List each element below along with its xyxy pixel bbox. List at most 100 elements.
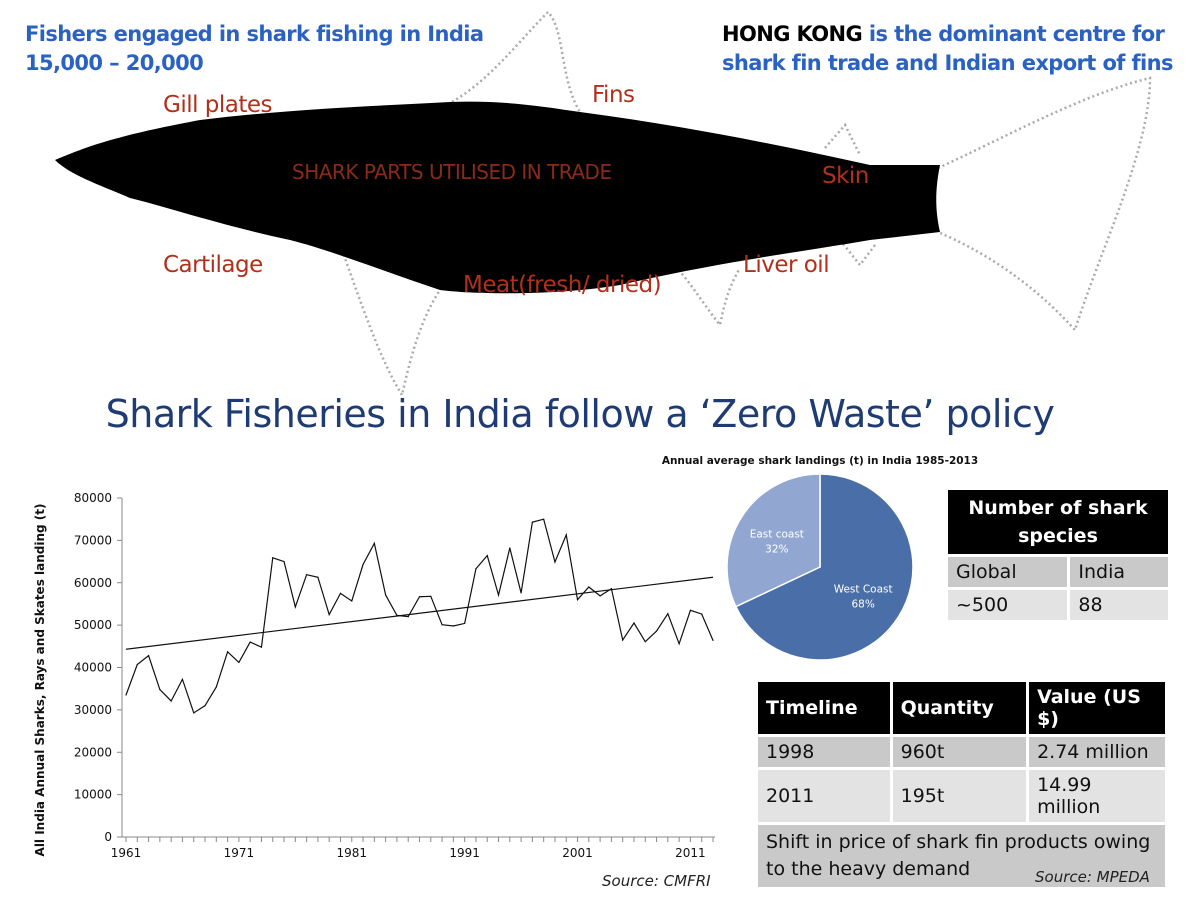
hong-kong-line2: shark fin trade and Indian export of fin…: [722, 51, 1174, 75]
data-point: [373, 542, 375, 544]
x-tick-label: 1981: [336, 846, 367, 860]
data-point: [701, 613, 703, 615]
data-point: [667, 613, 669, 615]
cmfri-source: Source: CMFRI: [602, 872, 711, 890]
y-tick-label: 20000: [74, 745, 112, 759]
part-cartilage: Cartilage: [163, 252, 263, 278]
data-point: [509, 547, 511, 549]
x-tick-label: 2011: [675, 846, 706, 860]
data-point: [633, 622, 635, 624]
pie-percent: 68%: [852, 598, 875, 610]
data-point: [655, 630, 658, 632]
cell-year: 1998: [758, 737, 890, 767]
y-tick-label: 30000: [74, 703, 112, 717]
col-value: Value (US $): [1029, 682, 1165, 734]
species-header: Number of shark species: [948, 490, 1168, 554]
data-point: [362, 563, 364, 566]
fishers-count: 15,000 – 20,000: [25, 51, 204, 75]
data-point: [294, 606, 296, 608]
data-point: [565, 534, 567, 536]
data-point: [418, 596, 421, 598]
cell-year: 2011: [758, 770, 890, 822]
dorsal-fin-outline: [451, 10, 582, 113]
landings-series-line: [125, 518, 714, 714]
y-tick-label: 40000: [74, 661, 112, 675]
data-point: [407, 616, 409, 618]
data-point: [385, 594, 387, 596]
landings-pie-chart: West Coast 68% East coast 32%: [726, 473, 914, 661]
pie-label: West Coast: [834, 583, 893, 595]
species-col-india: India: [1070, 557, 1168, 587]
y-tick-label: 70000: [74, 533, 112, 547]
col-quantity: Quantity: [892, 682, 1027, 734]
data-point: [226, 651, 229, 653]
data-point: [475, 568, 477, 570]
y-tick-label: 60000: [74, 576, 112, 590]
table-row: 2011 195t 14.99 million: [758, 770, 1165, 822]
part-meat: Meat(fresh/ dried): [463, 272, 662, 298]
hong-kong-line1: is the dominant centre for: [862, 22, 1165, 46]
y-axis-label: All India Annual Sharks, Rays and Skates…: [33, 504, 47, 857]
shark-parts-title: SHARK PARTS UTILISED IN TRADE: [292, 160, 612, 184]
data-point: [181, 678, 184, 680]
data-point: [441, 624, 443, 626]
data-point: [464, 622, 466, 625]
data-point: [170, 700, 172, 702]
hong-kong-text: HONG KONG is the dominant centre for sha…: [722, 20, 1174, 78]
y-tick-label: 0: [104, 830, 112, 844]
data-point: [712, 639, 714, 641]
data-point: [452, 625, 454, 627]
mpeda-source: Source: MPEDA: [1035, 868, 1150, 886]
species-global-value: ~500: [948, 590, 1068, 620]
data-point: [554, 561, 556, 563]
data-point: [159, 688, 161, 691]
data-point: [520, 592, 522, 594]
data-point: [238, 661, 240, 664]
species-col-global: Global: [948, 557, 1068, 587]
page-heading: Shark Fisheries in India follow a ‘Zero …: [105, 392, 1055, 436]
data-point: [689, 609, 692, 611]
data-point: [215, 686, 217, 688]
y-tick-label: 80000: [74, 491, 112, 505]
trade-note: Shift in price of shark fin products owi…: [758, 825, 1165, 887]
table-row: 1998 960t 2.74 million: [758, 737, 1165, 767]
data-point: [497, 594, 500, 596]
trade-table: Timeline Quantity Value (US $) 1998 960t…: [755, 679, 1168, 890]
trend-line: [125, 576, 714, 650]
data-point: [272, 557, 274, 559]
tail-fin-outline: [937, 76, 1152, 333]
pie-slice-west-coast: [734, 473, 914, 661]
pie-slice-east-coast: [726, 473, 821, 608]
data-point: [283, 560, 285, 563]
data-point: [622, 639, 624, 641]
part-liver-oil: Liver oil: [743, 252, 830, 278]
data-point: [678, 643, 680, 645]
part-gill-plates: Gill plates: [163, 92, 273, 118]
y-tick-label: 10000: [74, 788, 112, 802]
x-tick-label: 1971: [224, 846, 255, 860]
data-point: [610, 588, 613, 590]
data-point: [339, 592, 342, 594]
y-tick-label: 50000: [74, 618, 112, 632]
data-point: [430, 595, 432, 597]
species-india-value: 88: [1070, 590, 1168, 620]
shark-body: [55, 101, 940, 294]
species-table: Number of shark species Global India ~500…: [945, 487, 1171, 623]
pie-percent: 32%: [765, 544, 788, 556]
part-fins: Fins: [592, 82, 635, 108]
data-point: [599, 595, 601, 597]
cell-value: 14.99 million: [1029, 770, 1165, 822]
data-point: [576, 599, 579, 601]
data-point: [351, 600, 353, 602]
col-timeline: Timeline: [758, 682, 890, 734]
data-point: [317, 576, 319, 578]
part-skin: Skin: [822, 163, 869, 189]
data-point: [260, 646, 263, 648]
data-point: [249, 641, 251, 643]
pelvic-fin-outline: [664, 254, 742, 328]
second-dorsal-fin-outline: [824, 122, 862, 156]
x-tick-label: 2001: [562, 846, 593, 860]
x-tick-label: 1991: [449, 846, 480, 860]
data-point: [193, 712, 195, 714]
hong-kong-highlight: HONG KONG: [722, 22, 863, 46]
